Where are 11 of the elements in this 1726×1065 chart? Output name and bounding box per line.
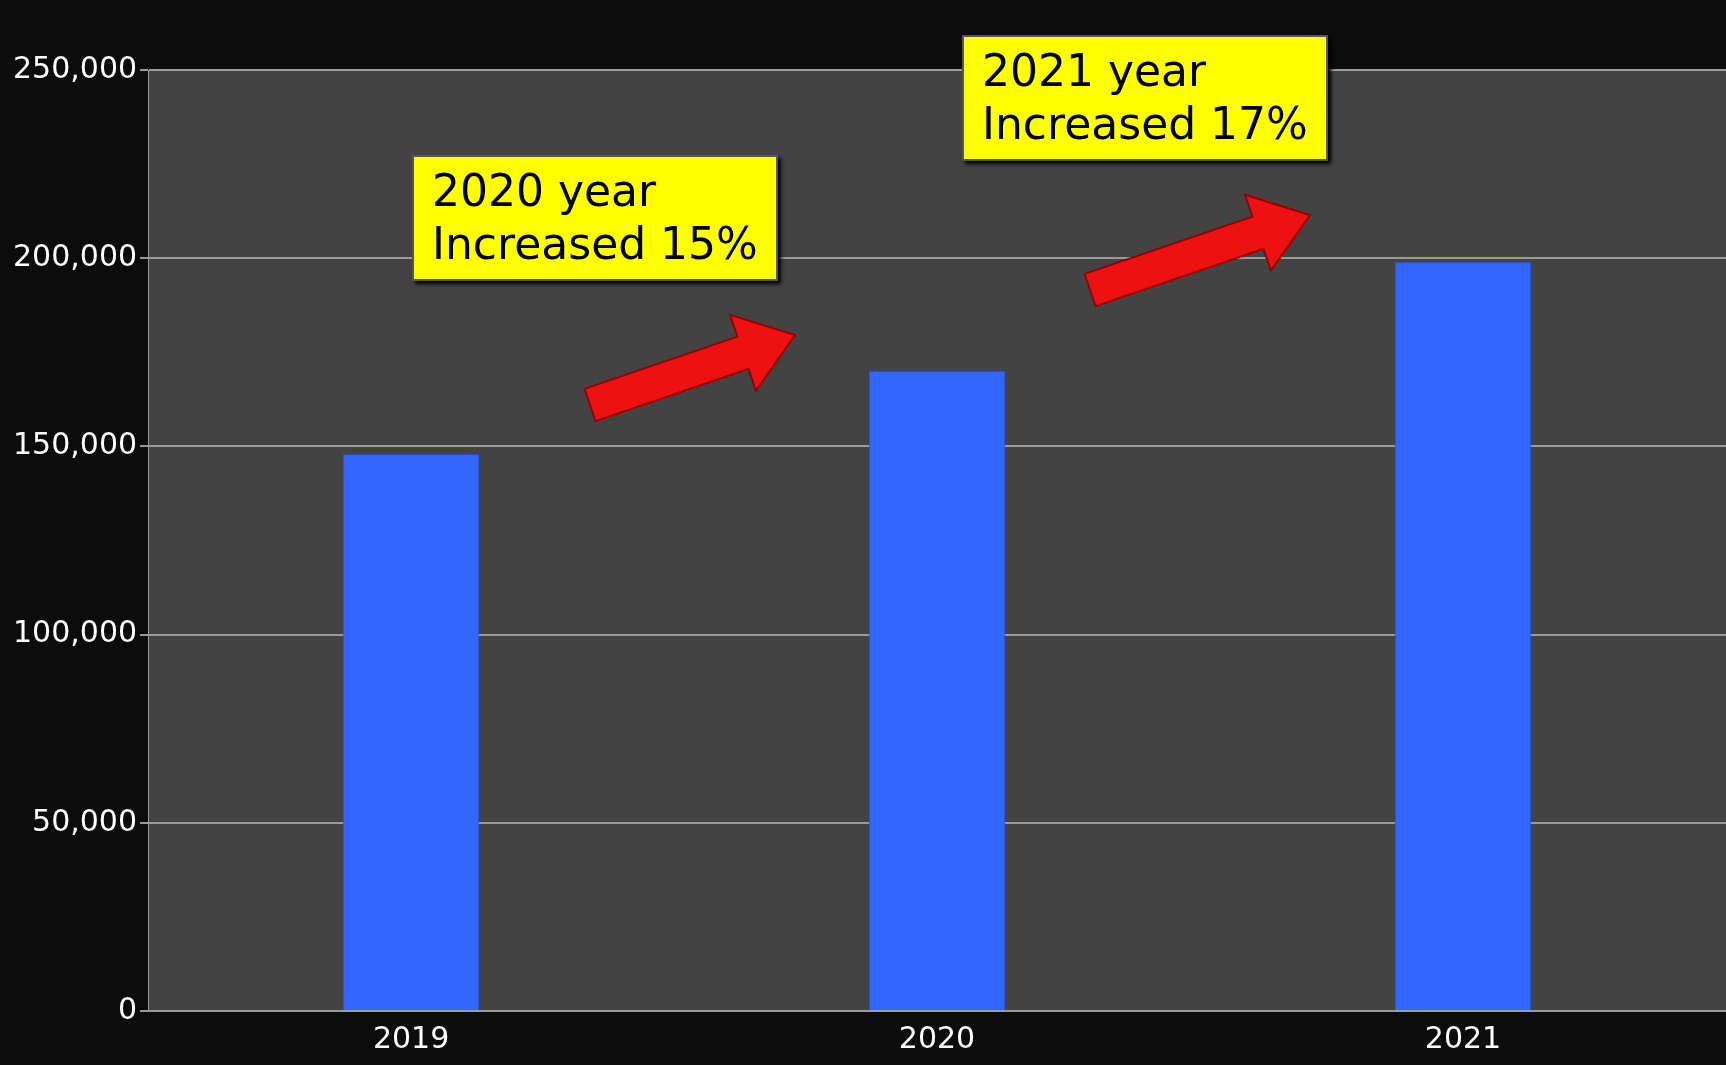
y-tick-label: 50,000 <box>32 802 138 838</box>
y-tick-label: 200,000 <box>13 238 138 273</box>
x-tick-label: 2021 <box>1424 1019 1502 1055</box>
x-tick-label: 2019 <box>372 1019 450 1055</box>
y-tick-label: 150,000 <box>13 426 138 462</box>
y-tick-label: 0 <box>117 990 138 1026</box>
y-tick-label: 100,000 <box>13 614 138 650</box>
annotation: 2021 year Increased 17% <box>962 35 1328 161</box>
annotation: 2020 year Increased 15% <box>412 155 778 281</box>
y-tick-label: 250,000 <box>13 49 138 85</box>
x-tick-label: 2020 <box>898 1019 976 1055</box>
